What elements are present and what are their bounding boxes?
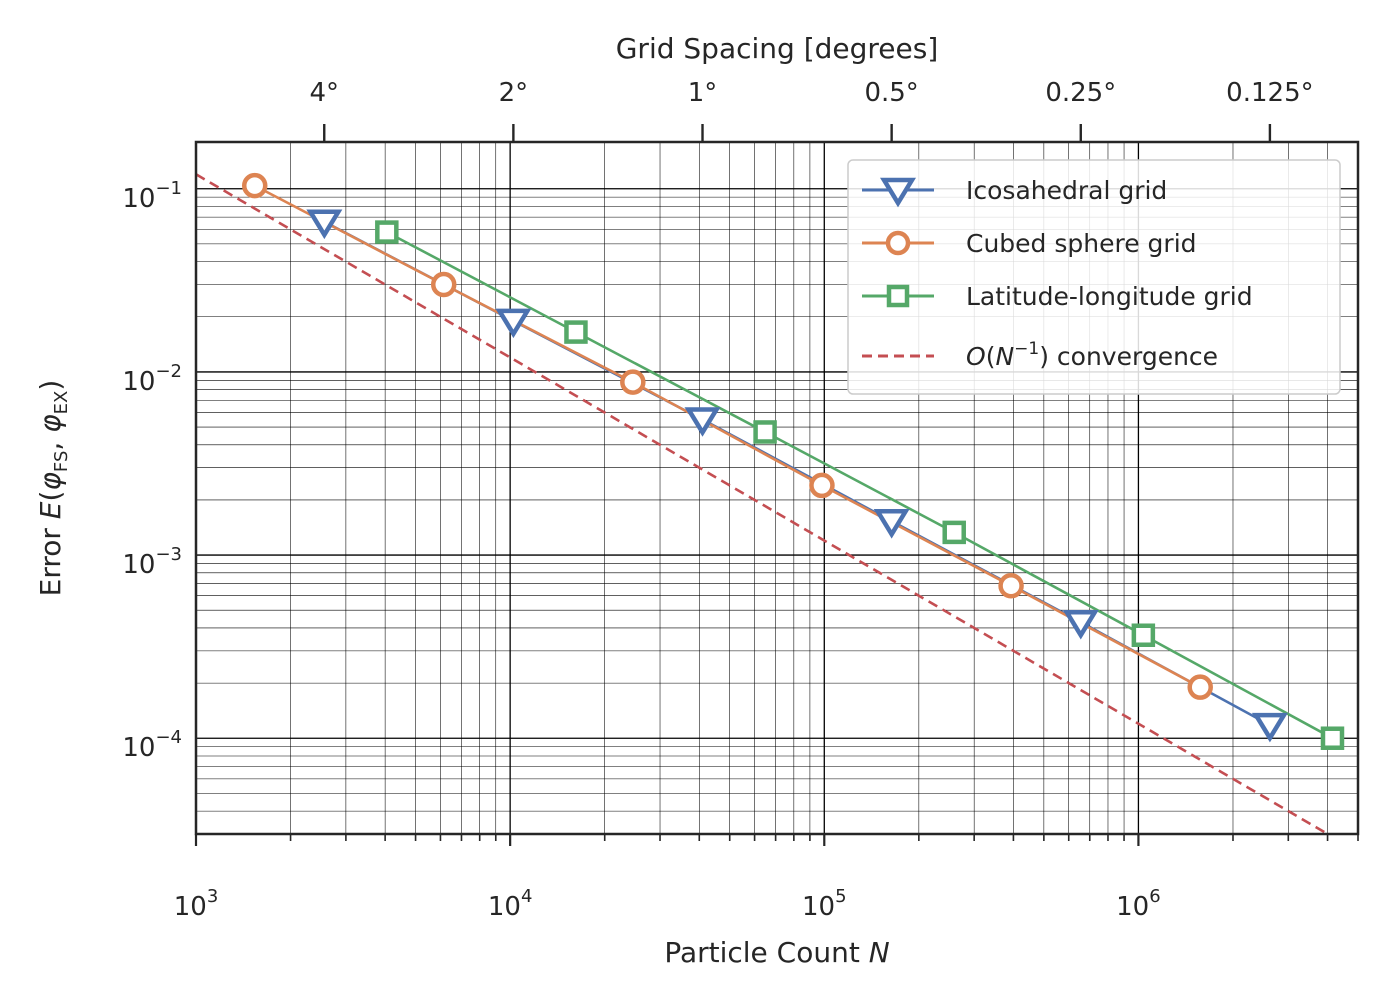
data-point-square <box>1131 623 1156 647</box>
data-point-circle <box>620 369 646 395</box>
series-line <box>386 230 1334 740</box>
x-tick-label: 106 <box>1116 886 1161 922</box>
legend-entry-lat-lon: Latitude-longitude grid <box>862 282 1253 311</box>
top-tick-label: 0.125° <box>1226 78 1313 108</box>
legend: Icosahedral grid Cubed sphere grid Latit… <box>847 159 1341 395</box>
data-point-circle <box>809 472 835 499</box>
y-tick-label: 10−4 <box>122 727 182 763</box>
series-lines <box>196 173 1334 834</box>
data-point-square <box>564 320 588 344</box>
y-tick-label: 10−1 <box>122 178 182 214</box>
top-axis-title: Grid Spacing [degrees] <box>616 32 939 65</box>
y-axis-title: Error E(φFS, φEX) <box>34 380 72 597</box>
top-tick-label: 2° <box>499 78 529 108</box>
data-point-triangle <box>495 308 532 339</box>
data-point-square <box>942 520 966 545</box>
data-point-triangle <box>306 209 343 240</box>
data-point-circle <box>998 572 1024 599</box>
legend-frame <box>847 159 1341 395</box>
data-point-square <box>375 220 399 244</box>
x-axis-title: Particle Count N <box>664 936 889 969</box>
data-point-square <box>753 420 777 444</box>
legend-entry-cubed-sphere: Cubed sphere grid <box>862 229 1197 258</box>
data-point-circle <box>430 271 457 298</box>
circle-marker-icon <box>885 230 911 256</box>
data-point-triangle <box>684 407 721 437</box>
triangle-down-marker-icon <box>879 177 917 208</box>
y-tick-label: 10−2 <box>122 361 182 397</box>
data-point-triangle <box>1062 609 1099 640</box>
x-tick-label: 104 <box>488 886 533 922</box>
data-point-circle <box>241 172 268 199</box>
square-marker-icon <box>886 284 910 308</box>
data-point-circle <box>1187 674 1213 700</box>
data-point-square <box>1320 726 1345 750</box>
series-line <box>196 173 1331 834</box>
series-markers <box>241 172 1345 750</box>
top-tick-label: 4° <box>309 78 339 108</box>
legend-entry-icosahedral: Icosahedral grid <box>862 176 1167 208</box>
legend-label-convergence: O(N−1) convergence <box>966 339 1218 371</box>
data-point-triangle <box>1251 712 1288 743</box>
y-tick-label: 10−3 <box>122 544 182 580</box>
legend-entry-convergence: O(N−1) convergence <box>862 339 1218 371</box>
x-tick-label: 103 <box>174 886 219 922</box>
legend-label-cubed-sphere: Cubed sphere grid <box>966 229 1197 258</box>
plot-frame <box>194 140 1360 836</box>
axis-ticks: 103 104 105 106 10−1 10−2 10−3 10−4 4° 2° 1° 0.5° 0.… <box>122 78 1359 922</box>
top-tick-label: 0.5° <box>864 78 918 108</box>
legend-label-lat-lon: Latitude-longitude grid <box>966 282 1253 311</box>
x-tick-label: 105 <box>802 886 847 922</box>
data-point-triangle <box>873 508 910 539</box>
series-line <box>254 184 1201 689</box>
top-tick-label: 0.25° <box>1045 78 1116 108</box>
top-tick-label: 1° <box>688 78 718 108</box>
legend-label-icosahedral: Icosahedral grid <box>966 176 1167 205</box>
